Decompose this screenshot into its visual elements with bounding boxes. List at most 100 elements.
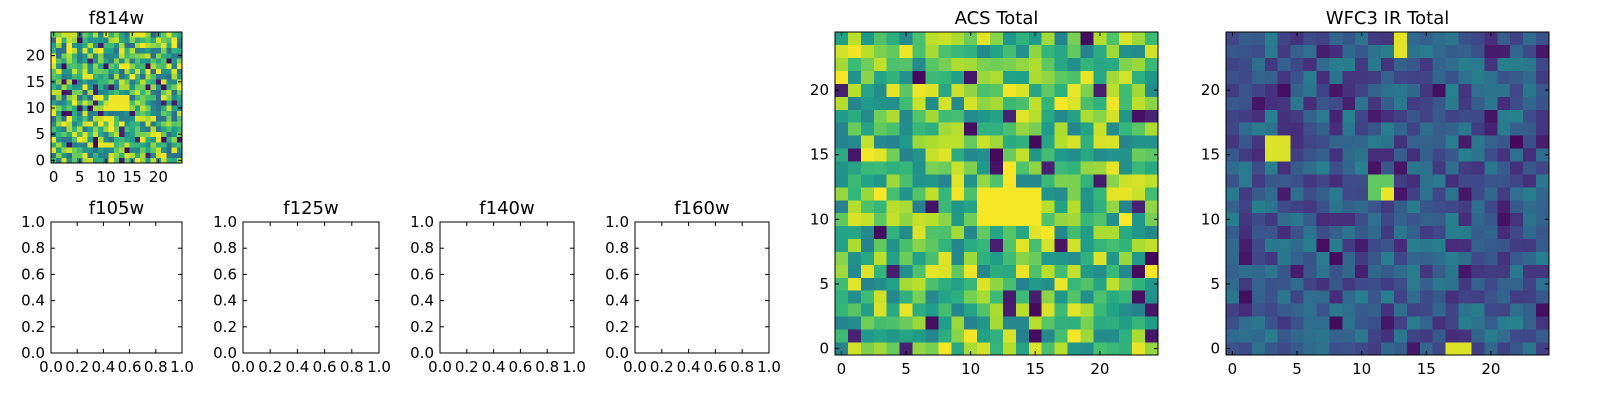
heatmap-cell [951, 238, 965, 252]
heatmap-cell [1264, 57, 1278, 72]
heatmap-cell [1041, 329, 1055, 343]
heatmap-cell [1523, 148, 1537, 162]
heatmap-cell [51, 73, 57, 80]
heatmap-cell [1484, 96, 1498, 110]
heatmap-cell [899, 251, 913, 265]
heatmap-cell [899, 44, 913, 59]
heatmap-cell [873, 135, 887, 149]
heatmap-cell [1342, 277, 1356, 291]
heatmap-cell [1510, 32, 1524, 46]
heatmap-cell [1523, 199, 1537, 214]
heatmap-cell [176, 47, 183, 54]
heatmap-cell [1119, 187, 1133, 201]
heatmap-cell [1132, 225, 1146, 240]
heatmap-cell [1080, 135, 1094, 149]
heatmap-cell [166, 94, 172, 101]
heatmap-cell [1419, 122, 1434, 136]
heatmap-cell [1355, 83, 1369, 97]
heatmap-cell [155, 37, 162, 43]
heatmap-cell [1080, 70, 1094, 84]
heatmap-cell [51, 58, 57, 64]
heatmap-cell [886, 251, 900, 265]
y-tick-label: 5 [35, 125, 45, 143]
heatmap-cell [1067, 225, 1081, 240]
heatmap-cell [61, 32, 68, 38]
heatmap-cell [1484, 342, 1498, 356]
heatmap-cell [61, 94, 68, 101]
heatmap-cell [1106, 57, 1120, 72]
heatmap-cell [1290, 329, 1304, 343]
heatmap-cell [1303, 212, 1317, 227]
heatmap-cell [990, 251, 1004, 265]
heatmap-cell [938, 342, 952, 356]
heatmap-cell [899, 148, 913, 162]
heatmap-cell [1510, 83, 1524, 97]
heatmap-cell [1226, 148, 1240, 162]
heatmap-cell [1381, 57, 1395, 72]
heatmap-cell [1041, 83, 1055, 97]
heatmap-cell [171, 115, 178, 122]
heatmap-cell [1132, 264, 1146, 278]
heatmap-cell [1080, 109, 1094, 123]
wfc3-ir-total-axes-frame [1225, 31, 1550, 356]
heatmap-cell [1067, 290, 1081, 304]
heatmap-cell [1226, 264, 1240, 278]
heatmap-cell [964, 148, 978, 162]
heatmap-cell [835, 251, 849, 265]
heatmap-cell [977, 109, 991, 123]
heatmap-cell [912, 225, 926, 240]
heatmap-cell [1251, 135, 1266, 149]
heatmap-cell [1226, 329, 1240, 343]
y-tick-label: 10 [810, 210, 829, 228]
heatmap-cell [899, 329, 913, 343]
heatmap-cell [873, 342, 887, 356]
heatmap-cell [77, 105, 83, 111]
heatmap-cell [990, 290, 1004, 304]
heatmap-cell [134, 105, 141, 111]
heatmap-cell [1067, 342, 1081, 356]
heatmap-cell [1067, 212, 1081, 227]
heatmap-cell [1432, 96, 1446, 110]
f160w-axes-frame [634, 221, 770, 354]
heatmap-cell [860, 251, 875, 265]
heatmap-cell [899, 187, 913, 201]
heatmap-cell [161, 47, 167, 54]
heatmap-cell [1002, 329, 1017, 343]
heatmap-cell [1093, 251, 1107, 265]
heatmap-cell [990, 135, 1004, 149]
heatmap-cell [1303, 238, 1317, 252]
y-tick-label: 10 [26, 99, 45, 117]
heatmap-cell [1484, 187, 1498, 201]
heatmap-cell [1355, 225, 1369, 240]
heatmap-cell [1458, 148, 1472, 162]
heatmap-cell [66, 121, 73, 127]
heatmap-cell [82, 52, 88, 59]
heatmap-cell [113, 136, 120, 143]
heatmap-cell [1226, 199, 1240, 214]
heatmap-cell [1303, 96, 1317, 110]
heatmap-cell [124, 84, 130, 90]
heatmap-cell [113, 68, 120, 75]
heatmap-cell [124, 73, 130, 80]
heatmap-cell [92, 63, 99, 69]
heatmap-cell [119, 58, 125, 64]
heatmap-cell [113, 73, 120, 80]
heatmap-cell [1303, 303, 1317, 317]
heatmap-cell [134, 68, 141, 75]
heatmap-cell [108, 84, 115, 90]
heatmap-cell [108, 157, 115, 164]
heatmap-cell [140, 42, 146, 49]
heatmap-cell [964, 329, 978, 343]
x-tick-label: 10 [1352, 360, 1371, 378]
heatmap-cell [1264, 238, 1278, 252]
heatmap-cell [51, 63, 57, 69]
heatmap-cell [134, 131, 141, 138]
heatmap-cell [71, 157, 78, 164]
heatmap-cell [103, 37, 109, 43]
heatmap-cell [925, 57, 939, 72]
heatmap-cell [82, 152, 88, 159]
heatmap-cell [1419, 148, 1434, 162]
heatmap-cell [71, 32, 78, 38]
heatmap-cell [860, 161, 875, 175]
heatmap-cell [1523, 187, 1537, 201]
